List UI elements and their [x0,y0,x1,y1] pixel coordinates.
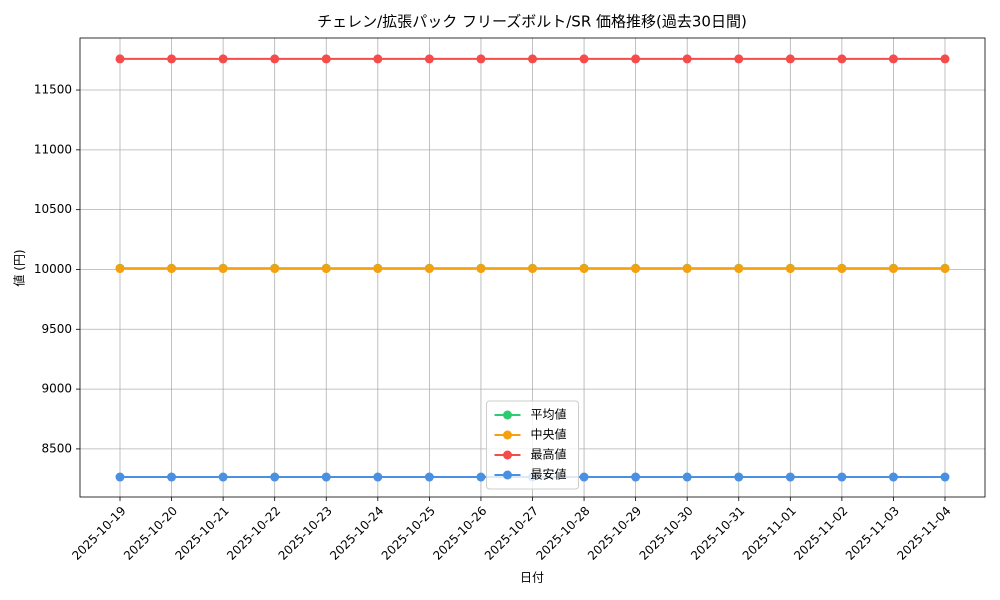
x-tick-label: 2025-11-02 [791,504,850,563]
point [940,54,950,64]
point [270,54,280,64]
x-tick-label: 2025-10-28 [533,504,592,563]
plot-frame [79,37,986,498]
point [321,472,331,482]
point [476,54,486,64]
point [321,54,331,64]
x-tick-label: 2025-10-25 [379,504,438,563]
point [785,472,795,482]
point [682,472,692,482]
point [373,264,383,274]
point [476,264,486,274]
x-axis-label: 日付 [520,571,544,585]
point [837,54,847,64]
point [167,264,177,274]
point [424,264,434,274]
point [476,472,486,482]
point [579,54,589,64]
legend-marker [503,450,512,460]
x-tick-label: 2025-11-01 [740,504,799,563]
point [167,54,177,64]
x-tick-label: 2025-10-24 [327,504,386,563]
x-tick-label: 2025-10-26 [430,504,489,563]
x-tick-label: 2025-10-29 [585,504,644,563]
point [734,54,744,64]
point [837,472,847,482]
point [115,264,125,274]
legend-label: 中央値 [531,427,567,442]
point [115,472,125,482]
point [579,264,589,274]
point [734,472,744,482]
point [218,472,228,482]
point [270,472,280,482]
point [785,264,795,274]
y-tick-label: 11500 [34,83,72,97]
point [579,472,589,482]
point [631,264,641,274]
legend-marker [503,430,512,440]
point [424,472,434,482]
legend-label: 最高値 [531,447,567,462]
x-tick-label: 2025-10-27 [482,504,541,563]
x-tick-label: 2025-10-31 [688,504,747,563]
point [734,264,744,274]
y-tick-label: 9000 [41,382,72,396]
point [837,264,847,274]
point [631,472,641,482]
point [785,54,795,64]
point [270,264,280,274]
x-tick-label: 2025-11-03 [843,504,902,563]
point [940,472,950,482]
point [888,472,898,482]
point [528,264,537,274]
y-tick-label: 10500 [34,202,72,216]
point [321,264,331,274]
y-tick-label: 8500 [41,441,72,455]
x-tick-label: 2025-10-30 [637,504,696,563]
x-tick-label: 2025-10-23 [276,504,335,563]
point [682,264,692,274]
legend-marker [503,470,512,480]
point [940,264,950,274]
x-tick-label: 2025-10-22 [224,504,283,563]
legend-box [486,400,579,490]
legend-label: 平均値 [531,407,567,422]
point [424,54,434,64]
point [373,472,383,482]
point [167,472,177,482]
point [218,264,228,274]
x-tick-label: 2025-10-21 [173,504,232,563]
point [631,54,641,64]
y-tick-label: 11000 [34,142,72,156]
point [528,54,537,64]
x-tick-label: 2025-10-19 [69,504,128,563]
legend-label: 最安値 [531,467,567,482]
y-tick-label: 9500 [41,322,72,336]
chart-title: チェレン/拡張パック フリーズボルト/SR 価格推移(過去30日間) [317,13,747,31]
point [115,54,125,64]
y-axis-label: 値 (円) [12,249,27,286]
point [888,54,898,64]
point [888,264,898,274]
legend-marker [503,410,512,420]
point [373,54,383,64]
point [218,54,228,64]
x-tick-label: 2025-10-20 [121,504,180,563]
x-tick-label: 2025-11-04 [894,504,953,563]
y-tick-label: 10000 [34,262,72,276]
point [682,54,692,64]
